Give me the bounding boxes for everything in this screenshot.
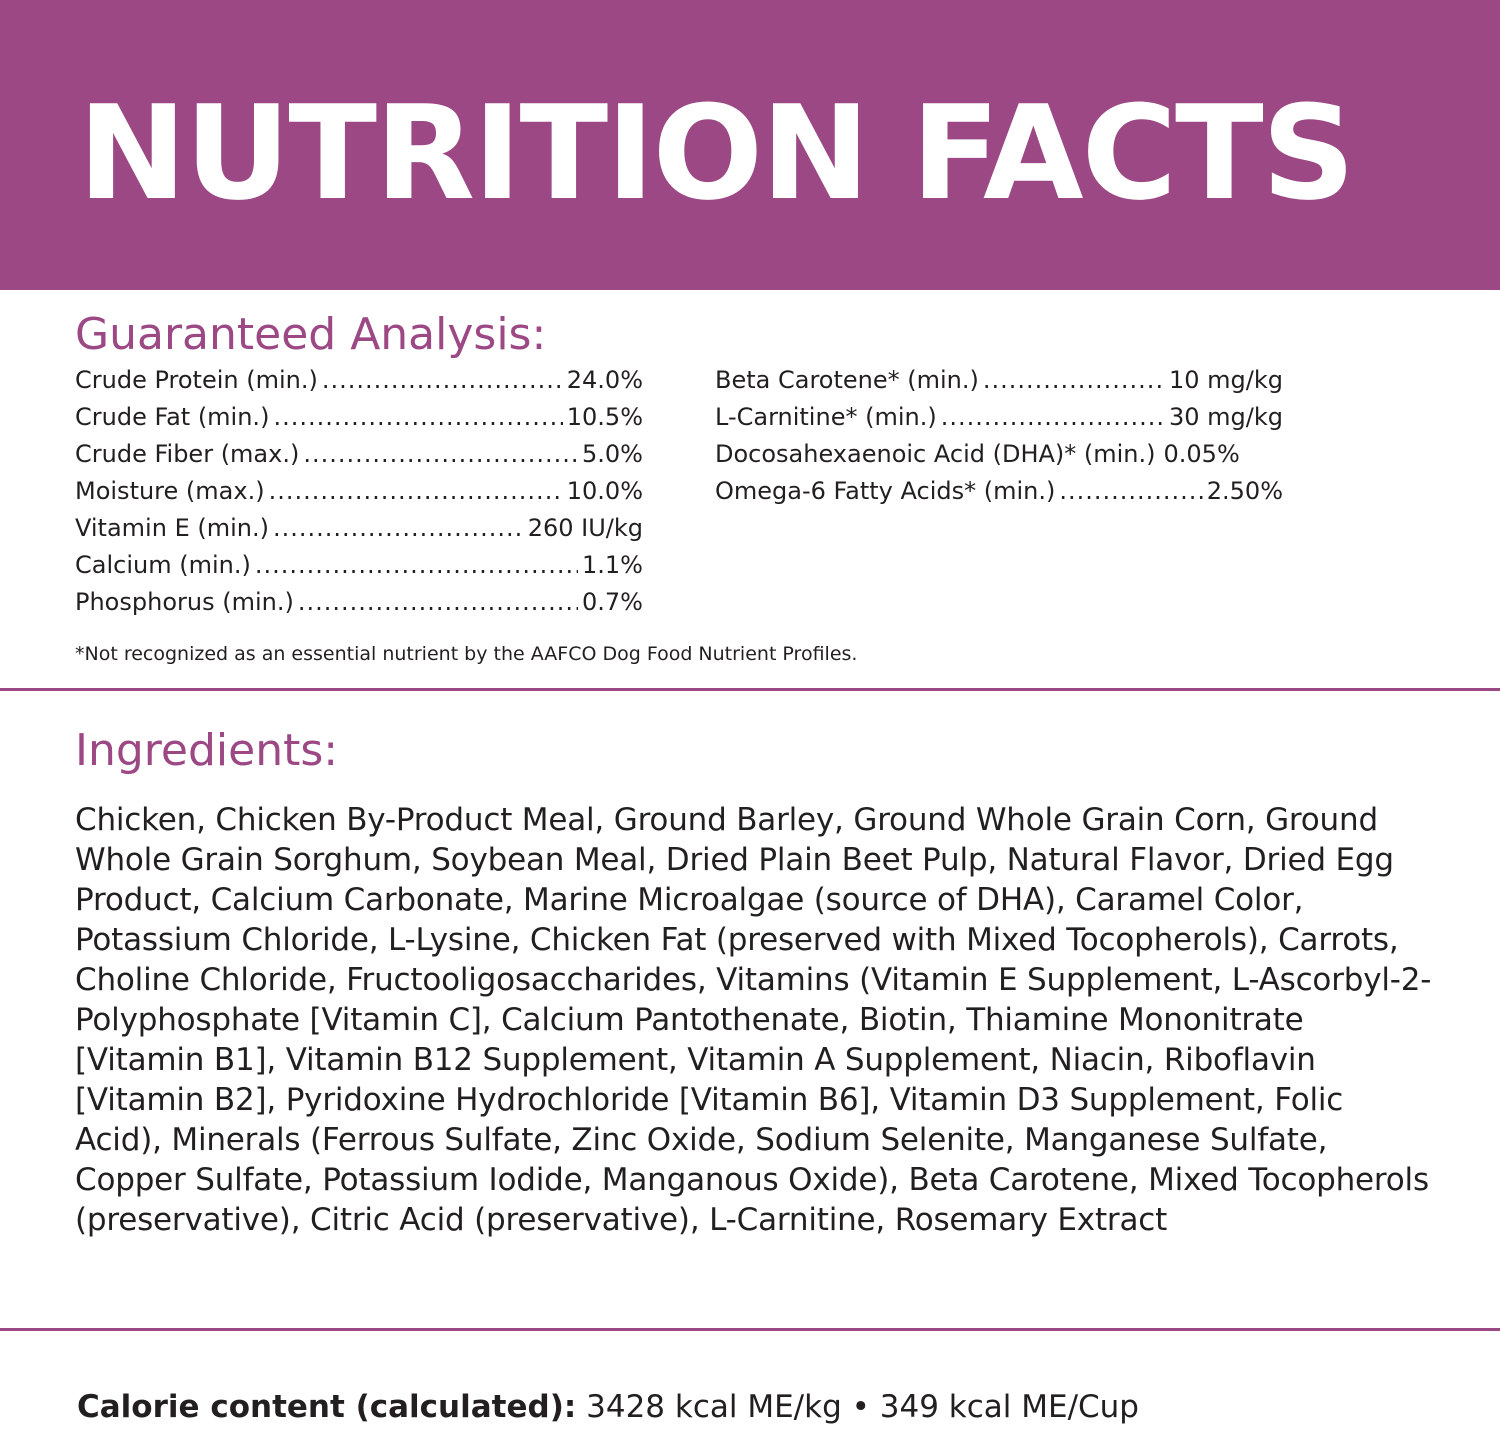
analysis-row: Crude Fiber (max.) 5.0% (75, 436, 643, 473)
calorie-value: 3428 kcal ME/kg • 349 kcal ME/Cup (586, 1389, 1139, 1425)
analysis-row: Phosphorus (min.) 0.7% (75, 584, 643, 621)
analysis-label: Crude Fat (min.) (75, 403, 270, 431)
analysis-value: 2.50% (1206, 477, 1283, 505)
dot-leader (941, 399, 1165, 436)
dot-leader (303, 436, 578, 473)
analysis-row: Moisture (max.) 10.0% (75, 473, 643, 510)
analysis-label: Moisture (max.) (75, 477, 265, 505)
analysis-row: L-Carnitine* (min.) 30 mg/kg (715, 399, 1283, 436)
page-title: NUTRITION FACTS (78, 77, 1355, 229)
analysis-row: Omega-6 Fatty Acids* (min.) 2.50% (715, 473, 1283, 510)
analysis-label: Beta Carotene* (min.) (715, 366, 979, 394)
dot-leader (255, 547, 578, 584)
analysis-value: 0.7% (582, 588, 643, 616)
dot-leader (269, 473, 563, 510)
analysis-label: Docosahexaenoic Acid (DHA)* (min.) (715, 440, 1156, 468)
ingredients-list: Chicken, Chicken By-Product Meal, Ground… (75, 802, 1432, 1238)
analysis-value: 24.0% (566, 366, 643, 394)
calorie-content: Calorie content (calculated): 3428 kcal … (77, 1385, 1139, 1429)
dot-leader (983, 362, 1165, 399)
guaranteed-analysis-left-column: Crude Protein (min.) 24.0% Crude Fat (mi… (75, 362, 643, 621)
analysis-row: Crude Fat (min.) 10.5% (75, 399, 643, 436)
analysis-label: L-Carnitine* (min.) (715, 403, 937, 431)
dot-leader (273, 399, 562, 436)
analysis-row: Beta Carotene* (min.) 10 mg/kg (715, 362, 1283, 399)
analysis-value: 260 IU/kg (527, 514, 643, 542)
guaranteed-analysis-right-column: Beta Carotene* (min.) 10 mg/kg L-Carniti… (715, 362, 1315, 510)
analysis-label: Phosphorus (min.) (75, 588, 294, 616)
section-divider (0, 688, 1500, 691)
analysis-label: Omega-6 Fatty Acids* (min.) (715, 477, 1056, 505)
title-banner: NUTRITION FACTS (0, 0, 1500, 290)
calorie-label: Calorie content (calculated): (77, 1389, 577, 1425)
dot-leader (273, 510, 524, 547)
analysis-row: Vitamin E (min.) 260 IU/kg (75, 510, 643, 547)
analysis-value: 10.5% (566, 403, 643, 431)
analysis-label: Crude Fiber (max.) (75, 440, 300, 468)
analysis-label: Calcium (min.) (75, 551, 251, 579)
analysis-value: 30 mg/kg (1169, 403, 1283, 431)
analysis-value: 10.0% (566, 477, 643, 505)
analysis-label: Vitamin E (min.) (75, 514, 269, 542)
analysis-value: 10 mg/kg (1169, 366, 1283, 394)
dot-leader (322, 362, 563, 399)
analysis-value: 0.05% (1163, 440, 1240, 468)
ingredients-heading: Ingredients: (75, 725, 339, 776)
dot-leader (1059, 473, 1202, 510)
analysis-value: 5.0% (582, 440, 643, 468)
aafco-footnote: *Not recognized as an essential nutrient… (75, 643, 858, 665)
analysis-value: 1.1% (582, 551, 643, 579)
analysis-row: Docosahexaenoic Acid (DHA)* (min.) 0.05% (715, 436, 1315, 473)
analysis-row: Crude Protein (min.) 24.0% (75, 362, 643, 399)
dot-leader (298, 584, 578, 621)
analysis-label: Crude Protein (min.) (75, 366, 318, 394)
analysis-row: Calcium (min.) 1.1% (75, 547, 643, 584)
guaranteed-analysis-heading: Guaranteed Analysis: (75, 309, 547, 360)
section-divider (0, 1328, 1500, 1331)
